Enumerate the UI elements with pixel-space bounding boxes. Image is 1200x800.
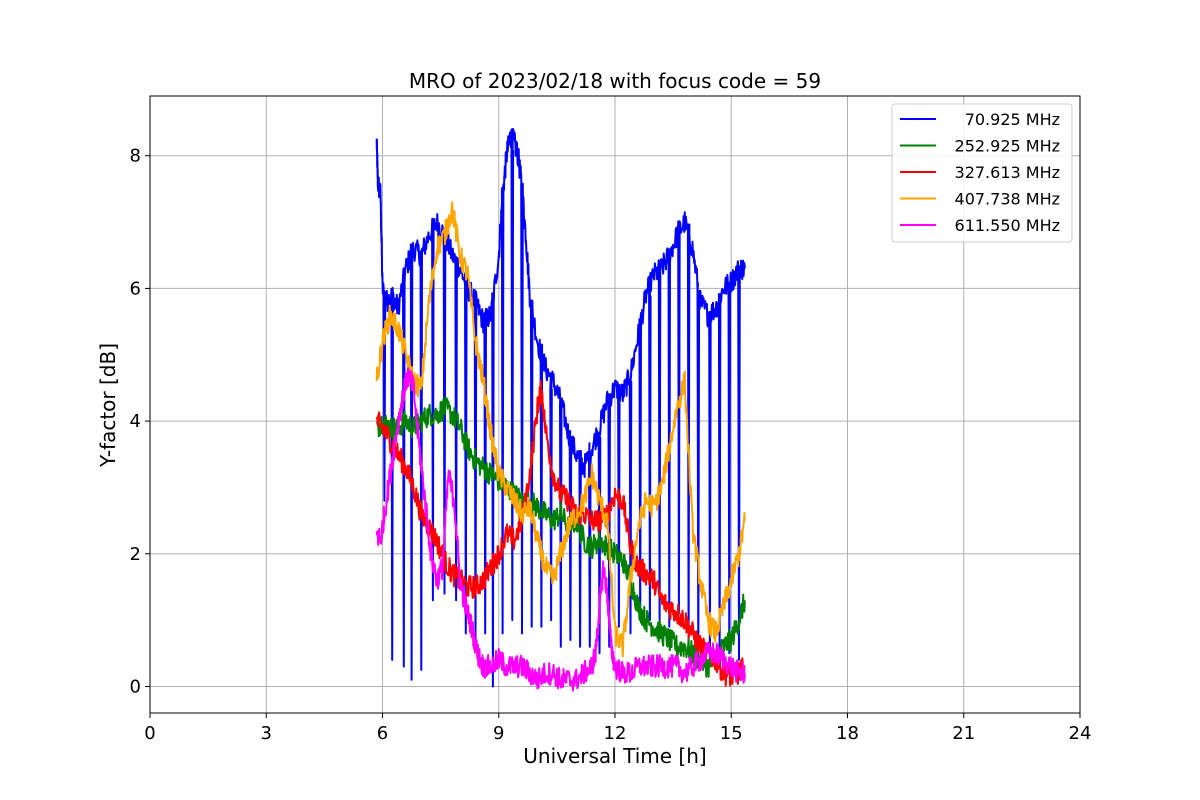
y-tick-label: 0 xyxy=(130,676,141,697)
series-line-0 xyxy=(375,127,746,688)
x-tick-label: 12 xyxy=(604,723,627,744)
plot-series xyxy=(375,127,746,692)
y-tick-label: 2 xyxy=(130,544,141,565)
legend-entry: 407.738 MHz xyxy=(955,190,1060,209)
x-tick-label: 21 xyxy=(952,723,975,744)
x-tick-label: 3 xyxy=(261,723,272,744)
x-tick-label: 6 xyxy=(377,723,388,744)
x-axis: 0 3 6 9 12 15 18 21 24 xyxy=(144,713,1091,744)
series-line-2 xyxy=(375,379,746,687)
x-tick-label: 18 xyxy=(836,723,859,744)
legend-box xyxy=(891,103,1073,243)
series-line-1 xyxy=(376,396,746,678)
series-line-3 xyxy=(375,201,746,658)
legend: 70.925 MHz 252.925 MHz 327.613 MHz 407.738 … xyxy=(891,103,1073,243)
x-axis-label: Universal Time [h] xyxy=(523,744,706,768)
legend-entry: 611.550 MHz xyxy=(955,216,1060,235)
legend-entry: 70.925 MHz xyxy=(965,110,1060,129)
y-tick-label: 8 xyxy=(130,146,141,167)
y-tick-label: 6 xyxy=(130,278,141,299)
x-tick-label: 0 xyxy=(144,723,155,744)
legend-entry: 327.613 MHz xyxy=(955,163,1060,182)
y-tick-label: 4 xyxy=(130,411,141,432)
x-tick-label: 24 xyxy=(1069,723,1092,744)
x-tick-label: 9 xyxy=(493,723,504,744)
legend-entry: 252.925 MHz xyxy=(955,137,1060,156)
y-axis-label: Y-factor [dB] xyxy=(96,343,120,468)
chart-title: MRO of 2023/02/18 with focus code = 59 xyxy=(409,69,821,93)
series-line-4 xyxy=(375,367,746,692)
y-axis: 0 2 4 6 8 xyxy=(130,146,150,697)
x-tick-label: 15 xyxy=(720,723,743,744)
